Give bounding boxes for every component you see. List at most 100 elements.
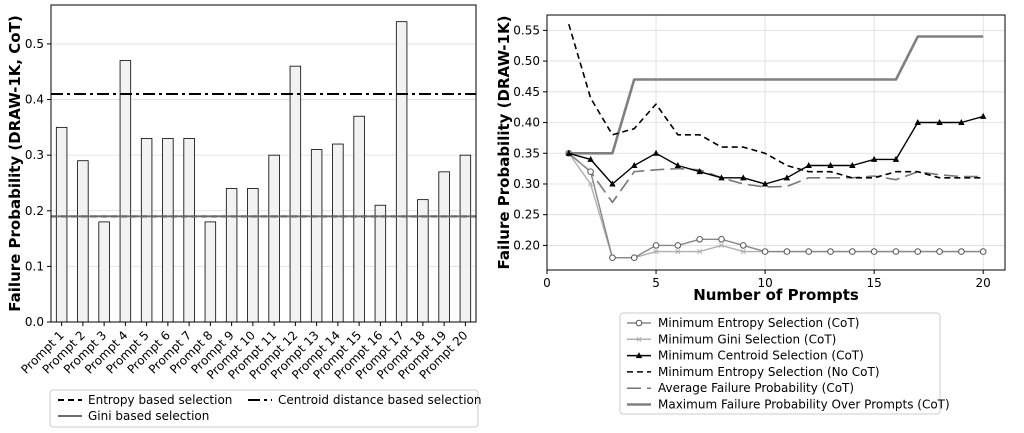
data-point bbox=[588, 181, 594, 187]
bar bbox=[459, 154, 472, 323]
bar bbox=[374, 204, 387, 323]
data-point bbox=[827, 162, 834, 169]
y-tick-label: 0.40 bbox=[513, 116, 540, 130]
data-point bbox=[718, 242, 725, 248]
bar bbox=[162, 138, 174, 323]
y-axis-label: Failure Probability (DRAW-1K) bbox=[495, 16, 513, 270]
legend-label: Gini based selection bbox=[88, 409, 209, 423]
bar bbox=[268, 154, 280, 323]
bar bbox=[332, 143, 344, 323]
bar bbox=[247, 188, 259, 323]
y-tick-label: 0.20 bbox=[513, 238, 540, 252]
plot-area bbox=[51, 5, 476, 322]
y-tick-label: 0.0 bbox=[25, 315, 44, 329]
data-point bbox=[783, 174, 791, 181]
legend-label: Minimum Entropy Selection (CoT) bbox=[658, 316, 859, 330]
bar bbox=[417, 199, 429, 323]
data-point bbox=[958, 248, 965, 255]
legend: Entropy based selection Gini based select… bbox=[49, 389, 481, 428]
data-point bbox=[718, 174, 725, 181]
data-point bbox=[870, 155, 878, 162]
data-point bbox=[740, 249, 746, 255]
bar bbox=[353, 115, 365, 323]
legend: Minimum Entropy Selection (CoT) Minimum G… bbox=[619, 312, 950, 415]
x-tick-label: 0 bbox=[543, 276, 551, 290]
x-tick-label: 20 bbox=[976, 276, 991, 290]
data-point bbox=[849, 248, 856, 255]
series-line bbox=[568, 152, 984, 204]
plot-frame bbox=[50, 4, 477, 323]
data-point bbox=[652, 242, 660, 249]
data-point bbox=[696, 168, 703, 175]
legend-marker bbox=[636, 336, 642, 342]
data-point bbox=[914, 119, 921, 126]
legend-label: Average Failure Probability (CoT) bbox=[658, 381, 854, 395]
bar bbox=[204, 221, 217, 323]
data-point bbox=[870, 248, 878, 255]
data-point bbox=[827, 248, 834, 255]
y-tick-label: 0.30 bbox=[513, 177, 540, 191]
legend-label: Maximum Failure Probability Over Prompts… bbox=[658, 398, 950, 412]
data-point bbox=[565, 149, 573, 156]
plot-frame bbox=[546, 14, 1006, 271]
bar bbox=[55, 126, 68, 323]
data-point bbox=[696, 235, 703, 243]
legend-label: Centroid distance based selection bbox=[278, 393, 481, 407]
bar bbox=[310, 149, 323, 323]
data-point bbox=[805, 248, 813, 255]
y-axis-label: Failure Probability (DRAW-1K, CoT) bbox=[6, 15, 24, 311]
data-point bbox=[805, 162, 812, 169]
legend-marker bbox=[635, 319, 643, 327]
bar bbox=[98, 221, 110, 323]
bar bbox=[289, 65, 302, 323]
data-point bbox=[892, 155, 900, 162]
data-point bbox=[849, 162, 856, 169]
data-point bbox=[653, 249, 659, 255]
bar bbox=[77, 160, 89, 323]
x-tick-label: 5 bbox=[652, 276, 660, 290]
bar bbox=[225, 188, 238, 323]
y-tick-label: 0.35 bbox=[513, 146, 540, 160]
y-tick-label: 0.25 bbox=[513, 208, 540, 222]
data-point bbox=[609, 180, 616, 187]
data-point bbox=[892, 248, 900, 255]
data-point bbox=[587, 168, 594, 175]
bar bbox=[183, 138, 195, 323]
data-point bbox=[587, 155, 594, 162]
bar bbox=[119, 60, 132, 323]
bar bbox=[395, 21, 408, 323]
data-point bbox=[914, 248, 922, 255]
x-axis-label: Number of Prompts bbox=[693, 286, 859, 304]
y-tick-label: 0.5 bbox=[25, 37, 44, 51]
data-point bbox=[783, 248, 791, 255]
series-line bbox=[568, 152, 984, 259]
data-point bbox=[958, 119, 965, 126]
data-point bbox=[979, 112, 987, 119]
y-tick-label: 0.1 bbox=[25, 259, 44, 273]
series-line bbox=[568, 35, 984, 155]
legend-label: Minimum Centroid Selection (CoT) bbox=[658, 349, 864, 363]
data-point bbox=[631, 162, 638, 169]
data-point bbox=[761, 180, 769, 187]
bar bbox=[438, 171, 450, 323]
legend-box bbox=[49, 389, 479, 428]
plot-area bbox=[547, 15, 1005, 270]
data-point bbox=[739, 242, 747, 249]
y-tick-label: 0.55 bbox=[513, 23, 540, 37]
data-point bbox=[652, 149, 660, 156]
data-point bbox=[674, 242, 682, 249]
y-tick-label: 0.2 bbox=[25, 204, 44, 218]
y-tick-label: 0.45 bbox=[513, 85, 540, 99]
data-point bbox=[697, 249, 703, 255]
data-point bbox=[936, 119, 943, 126]
legend-box bbox=[619, 312, 941, 415]
series-line bbox=[568, 115, 984, 185]
data-point bbox=[740, 174, 747, 181]
legend-marker bbox=[635, 352, 643, 359]
line-chart: 0.20 0.25 0.30 0.35 0.40 0.45 0.50 0.55 0 5 10 15 20… bbox=[495, 14, 1006, 415]
x-tick-label: 10 bbox=[757, 276, 772, 290]
data-point bbox=[609, 254, 616, 262]
y-tick-label: 0.3 bbox=[25, 148, 44, 162]
